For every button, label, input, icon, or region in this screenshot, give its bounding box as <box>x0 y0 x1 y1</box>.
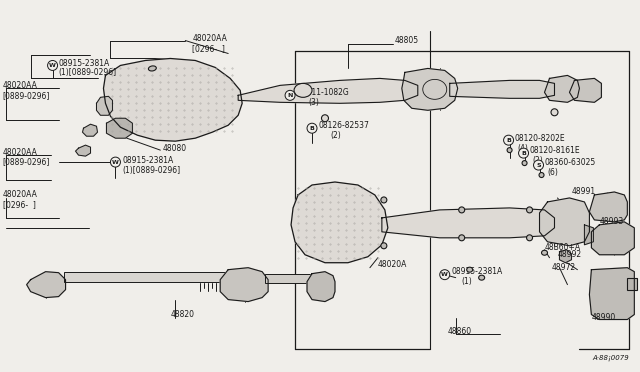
Text: (3): (3) <box>308 98 319 107</box>
Ellipse shape <box>459 207 465 213</box>
Bar <box>627 278 637 290</box>
Polygon shape <box>589 268 634 320</box>
Bar <box>265 274 315 283</box>
Polygon shape <box>545 76 579 102</box>
Circle shape <box>307 123 317 133</box>
Text: 08126-82537: 08126-82537 <box>318 121 369 130</box>
Ellipse shape <box>321 115 328 122</box>
Ellipse shape <box>527 235 532 241</box>
Bar <box>63 272 238 282</box>
Text: W: W <box>49 63 56 68</box>
Ellipse shape <box>522 161 527 166</box>
Text: A·88¡0079: A·88¡0079 <box>593 354 629 360</box>
Polygon shape <box>307 272 335 302</box>
Polygon shape <box>540 198 589 246</box>
Circle shape <box>440 270 450 280</box>
Text: 48020AA: 48020AA <box>192 34 227 43</box>
Polygon shape <box>591 222 634 255</box>
Circle shape <box>534 160 543 170</box>
Text: (1): (1) <box>461 277 472 286</box>
Polygon shape <box>27 272 65 298</box>
Circle shape <box>47 61 58 70</box>
Text: 48020AA: 48020AA <box>3 148 38 157</box>
Polygon shape <box>238 78 418 103</box>
Ellipse shape <box>148 66 156 71</box>
Circle shape <box>518 148 529 158</box>
Text: 48860: 48860 <box>448 327 472 336</box>
Text: S: S <box>536 163 541 167</box>
Ellipse shape <box>551 109 558 116</box>
Text: [0889-0296]: [0889-0296] <box>3 91 50 100</box>
Text: 08915-2381A: 08915-2381A <box>122 155 173 164</box>
Text: N: N <box>287 93 292 98</box>
Polygon shape <box>559 250 572 263</box>
Text: [0296-  ]: [0296- ] <box>3 201 36 209</box>
Ellipse shape <box>381 197 387 203</box>
Text: 08120-8202E: 08120-8202E <box>515 134 565 143</box>
Text: 48B60+A: 48B60+A <box>545 243 580 252</box>
Text: (1)[0889-0296]: (1)[0889-0296] <box>122 166 180 174</box>
Ellipse shape <box>459 235 465 241</box>
Text: 48080: 48080 <box>163 144 186 153</box>
Ellipse shape <box>381 243 387 249</box>
Text: 48020A: 48020A <box>378 260 407 269</box>
Text: 08911-1082G: 08911-1082G <box>297 88 349 97</box>
Polygon shape <box>76 145 90 156</box>
Text: (6): (6) <box>547 167 558 177</box>
Ellipse shape <box>527 207 532 213</box>
Text: 48990: 48990 <box>591 313 616 322</box>
Text: W: W <box>442 272 448 277</box>
Ellipse shape <box>539 173 544 177</box>
Polygon shape <box>83 124 97 136</box>
Text: 08120-8161E: 08120-8161E <box>529 145 580 155</box>
Polygon shape <box>104 58 242 141</box>
Polygon shape <box>291 182 388 263</box>
Text: 48972: 48972 <box>552 263 575 272</box>
Polygon shape <box>450 80 554 98</box>
Ellipse shape <box>541 250 547 255</box>
Polygon shape <box>106 118 132 138</box>
Text: 48820: 48820 <box>170 310 195 319</box>
Text: [0296-  ]: [0296- ] <box>192 44 225 53</box>
Ellipse shape <box>479 275 484 280</box>
Text: 48805: 48805 <box>395 36 419 45</box>
Polygon shape <box>382 208 554 238</box>
Polygon shape <box>589 192 627 222</box>
Text: 08915-2381A: 08915-2381A <box>452 267 503 276</box>
Circle shape <box>111 157 120 167</box>
Ellipse shape <box>467 267 473 272</box>
Text: (2): (2) <box>330 131 340 140</box>
Text: B: B <box>521 151 526 155</box>
Polygon shape <box>584 225 593 245</box>
Text: B: B <box>310 126 314 131</box>
Text: W: W <box>112 160 119 164</box>
Circle shape <box>504 135 513 145</box>
Polygon shape <box>97 96 113 115</box>
Ellipse shape <box>294 83 312 97</box>
Polygon shape <box>402 68 458 110</box>
Circle shape <box>285 90 295 100</box>
Text: 48991: 48991 <box>572 187 596 196</box>
Polygon shape <box>220 268 268 302</box>
Text: B: B <box>506 138 511 143</box>
Ellipse shape <box>507 148 512 153</box>
Text: 08360-63025: 08360-63025 <box>545 158 596 167</box>
Text: 48992: 48992 <box>557 250 582 259</box>
Text: (1)[0889-0296]: (1)[0889-0296] <box>59 68 116 77</box>
Text: 08915-2381A: 08915-2381A <box>59 59 110 68</box>
Polygon shape <box>570 78 602 102</box>
Text: [0889-0296]: [0889-0296] <box>3 158 50 167</box>
Text: 48993: 48993 <box>600 217 623 227</box>
Text: (2): (2) <box>532 155 543 164</box>
Text: (4): (4) <box>518 144 529 153</box>
Text: 48020AA: 48020AA <box>3 190 38 199</box>
Text: 48020AA: 48020AA <box>3 81 38 90</box>
